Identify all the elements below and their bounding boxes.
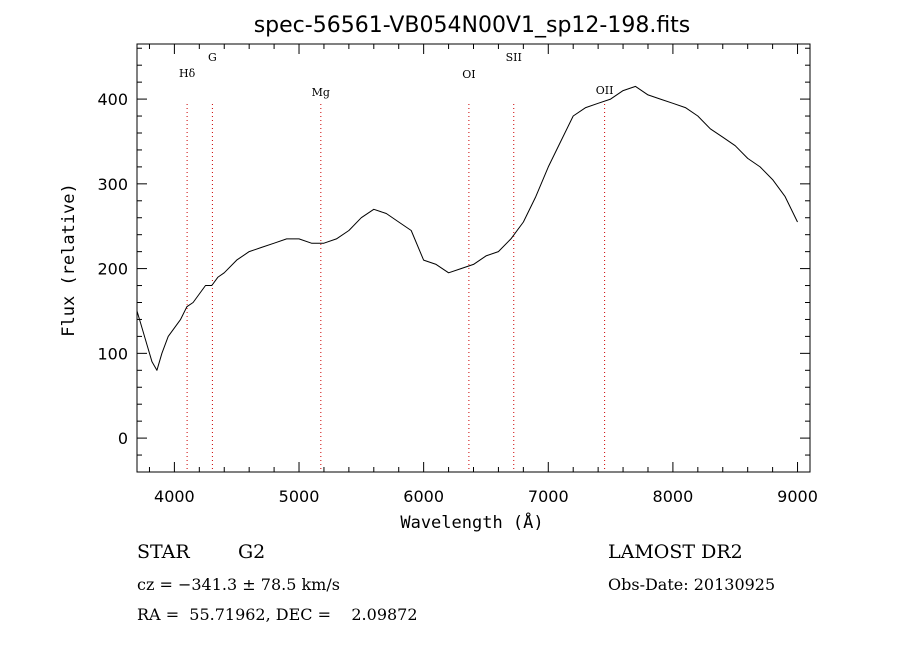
marker-label: OII [596,84,614,97]
plot-frame [136,43,811,473]
x-tick-label: 8000 [653,487,694,506]
y-tick-label: 100 [97,344,128,363]
redshift-readout: cz = −341.3 ± 78.5 km/s [137,575,340,594]
x-tick-label: 5000 [279,487,320,506]
chart-title: spec-56561-VB054N00V1_sp12-198.fits [254,13,691,38]
object-class: STAR [137,541,190,563]
x-tick-label: 6000 [403,487,444,506]
spectral-line-markers: Hδ G Mg OI SII OII [179,51,613,472]
survey-name: LAMOST DR2 [608,541,743,563]
marker-label: G [208,51,217,64]
object-subclass: G2 [238,541,265,563]
y-tick-label: 400 [97,90,128,109]
x-axis-ticks: 4000 5000 6000 7000 8000 9000 [148,44,818,506]
y-tick-label: 200 [97,260,128,279]
x-tick-label: 7000 [528,487,569,506]
marker-label: Mg [312,86,330,99]
marker-label: SII [506,51,522,64]
y-tick-label: 300 [97,175,128,194]
spectrum-series [136,85,798,371]
coordinates: RA = 55.71962, DEC = 2.09872 [137,605,418,624]
y-axis-ticks: 0 100 200 300 400 [97,47,810,456]
x-tick-label: 4000 [154,487,195,506]
marker-label: OI [462,68,475,81]
x-tick-label: 9000 [777,487,818,506]
y-axis-label: Flux (relative) [59,183,79,337]
obs-date: Obs-Date: 20130925 [608,575,775,594]
spectrum-line [136,85,798,371]
y-tick-label: 0 [118,429,128,448]
x-axis-label: Wavelength (Å) [400,511,543,533]
marker-label: Hδ [179,67,196,80]
